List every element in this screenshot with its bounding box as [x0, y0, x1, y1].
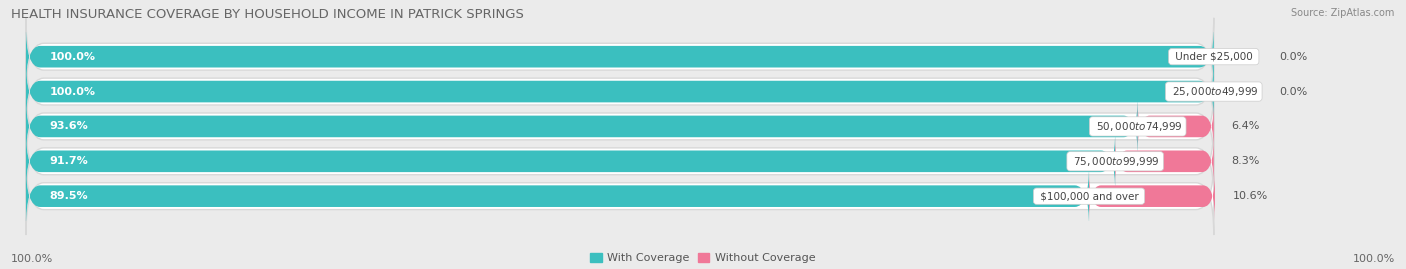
Text: 100.0%: 100.0% — [11, 254, 53, 264]
FancyBboxPatch shape — [1115, 137, 1213, 185]
Text: 100.0%: 100.0% — [1353, 254, 1395, 264]
FancyBboxPatch shape — [25, 122, 1213, 200]
FancyBboxPatch shape — [25, 130, 1115, 192]
Text: $75,000 to $99,999: $75,000 to $99,999 — [1070, 155, 1160, 168]
FancyBboxPatch shape — [25, 87, 1213, 165]
Text: $50,000 to $74,999: $50,000 to $74,999 — [1092, 120, 1182, 133]
Text: 93.6%: 93.6% — [49, 121, 89, 132]
FancyBboxPatch shape — [25, 53, 1213, 130]
Text: 6.4%: 6.4% — [1232, 121, 1260, 132]
Text: $100,000 and over: $100,000 and over — [1036, 191, 1142, 201]
Text: Source: ZipAtlas.com: Source: ZipAtlas.com — [1291, 8, 1395, 18]
Text: HEALTH INSURANCE COVERAGE BY HOUSEHOLD INCOME IN PATRICK SPRINGS: HEALTH INSURANCE COVERAGE BY HOUSEHOLD I… — [11, 8, 524, 21]
FancyBboxPatch shape — [1137, 102, 1213, 150]
FancyBboxPatch shape — [25, 61, 1213, 123]
Text: 91.7%: 91.7% — [49, 156, 89, 166]
FancyBboxPatch shape — [25, 95, 1137, 157]
FancyBboxPatch shape — [1090, 172, 1215, 220]
Text: Under $25,000: Under $25,000 — [1171, 52, 1256, 62]
Text: 0.0%: 0.0% — [1279, 87, 1308, 97]
Text: 89.5%: 89.5% — [49, 191, 89, 201]
FancyBboxPatch shape — [25, 165, 1090, 227]
Text: 100.0%: 100.0% — [49, 87, 96, 97]
Legend: With Coverage, Without Coverage: With Coverage, Without Coverage — [591, 253, 815, 263]
Text: 10.6%: 10.6% — [1233, 191, 1268, 201]
FancyBboxPatch shape — [25, 26, 1213, 88]
FancyBboxPatch shape — [25, 18, 1213, 95]
FancyBboxPatch shape — [25, 157, 1213, 235]
Text: 100.0%: 100.0% — [49, 52, 96, 62]
Text: 0.0%: 0.0% — [1279, 52, 1308, 62]
Text: 8.3%: 8.3% — [1232, 156, 1260, 166]
Text: $25,000 to $49,999: $25,000 to $49,999 — [1168, 85, 1258, 98]
